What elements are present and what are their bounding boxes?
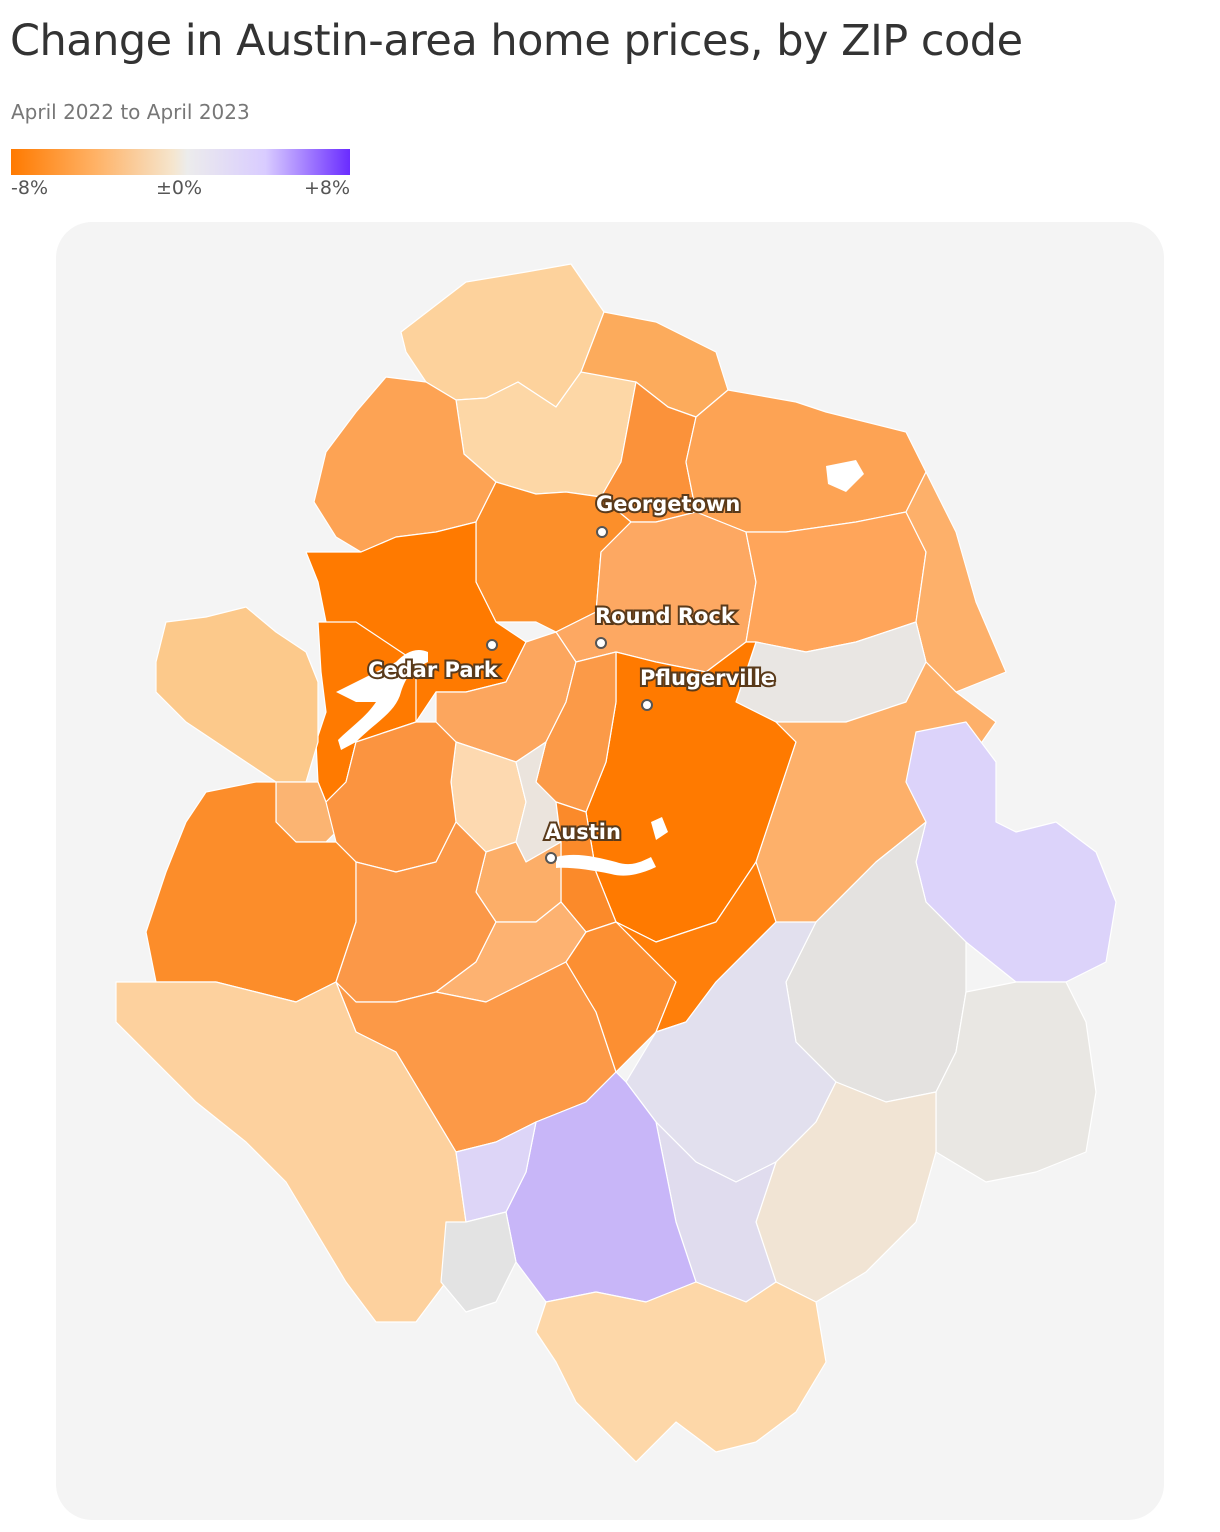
granger-lake [826,460,864,492]
color-legend: -8% ±0% +8% [11,149,350,201]
zip-region[interactable] [905,471,1007,693]
city-label-cedar-park: Cedar Park [368,658,499,682]
city-label-pflugerville: Pflugerville [640,666,775,690]
legend-mid-label: ±0% [155,177,203,199]
map-panel: Georgetown Round Rock Cedar Park Pfluger… [56,222,1164,1520]
city-label-georgetown: Georgetown [596,492,740,516]
zip-region[interactable] [440,1211,517,1313]
walter-e-long-lake [651,817,668,840]
city-label-round-rock: Round Rock [595,604,736,628]
chart-subtitle: April 2022 to April 2023 [11,100,250,124]
lake-travis [336,650,428,750]
city-marker-georgetown [596,526,608,538]
zip-region[interactable] [155,606,319,783]
city-marker-round-rock [595,637,607,649]
city-marker-pflugerville [641,699,653,711]
city-marker-austin [545,852,557,864]
city-marker-cedar-park [486,639,498,651]
zip-choropleth-map: Georgetown Round Rock Cedar Park Pfluger… [115,263,1117,1463]
legend-labels: -8% ±0% +8% [11,177,350,201]
lady-bird-lake [556,854,656,876]
legend-max-label: +8% [303,177,350,199]
zip-region[interactable] [935,981,1097,1183]
city-label-austin: Austin [545,820,621,844]
legend-gradient-bar [11,149,350,175]
legend-min-label: -8% [11,177,48,199]
zip-region[interactable] [535,1281,827,1463]
chart-title: Change in Austin-area home prices, by ZI… [10,16,1023,66]
